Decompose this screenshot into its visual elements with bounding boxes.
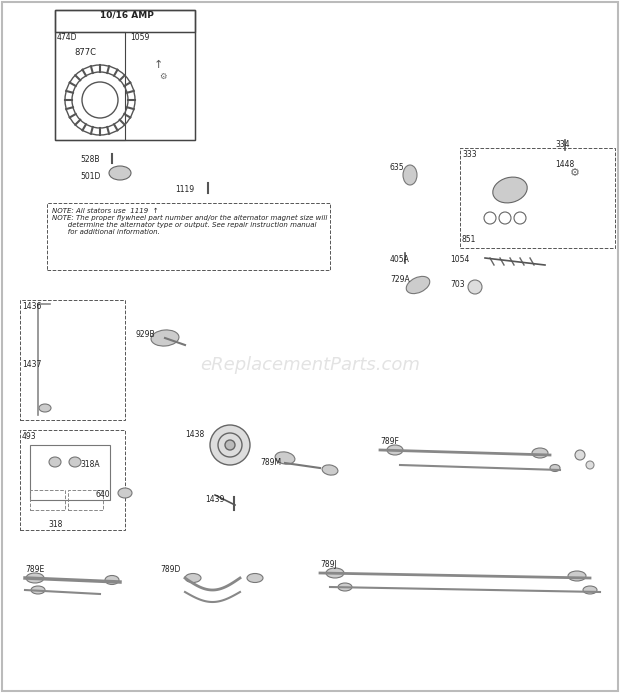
Bar (30, 490, 65, 510)
Text: 729A: 729A (390, 275, 410, 284)
Bar (55, 32, 125, 140)
Text: 789D: 789D (160, 565, 180, 574)
Bar (55, 10, 195, 140)
Ellipse shape (26, 573, 44, 583)
Ellipse shape (275, 452, 295, 464)
Ellipse shape (387, 445, 403, 455)
Text: 493: 493 (22, 432, 37, 441)
Text: 851: 851 (462, 235, 476, 244)
Ellipse shape (403, 165, 417, 185)
Text: 1436: 1436 (22, 302, 42, 311)
Text: 703: 703 (450, 280, 464, 289)
Text: ⚙: ⚙ (570, 168, 580, 178)
Text: 1448: 1448 (555, 160, 574, 169)
Text: 635: 635 (390, 163, 405, 172)
Ellipse shape (338, 583, 352, 591)
Text: 1438: 1438 (185, 430, 204, 439)
Bar (20, 300, 125, 420)
Bar (55, 10, 195, 32)
Circle shape (210, 425, 250, 465)
Bar (30, 445, 110, 500)
Ellipse shape (69, 457, 81, 467)
Ellipse shape (550, 464, 560, 471)
Circle shape (575, 450, 585, 460)
Text: 474D: 474D (57, 33, 78, 42)
Ellipse shape (39, 404, 51, 412)
Text: 1054: 1054 (450, 255, 469, 264)
Text: 318A: 318A (80, 460, 100, 469)
Text: 789J: 789J (320, 560, 337, 569)
Text: 334: 334 (555, 140, 570, 149)
Ellipse shape (322, 465, 338, 475)
Text: 877C: 877C (74, 48, 96, 57)
Text: 640: 640 (95, 490, 110, 499)
Text: 1119: 1119 (175, 185, 194, 194)
Bar (460, 148, 615, 248)
Ellipse shape (568, 571, 586, 581)
Circle shape (468, 280, 482, 294)
Text: 929B: 929B (135, 330, 154, 339)
Ellipse shape (185, 574, 201, 583)
Text: 528B: 528B (80, 155, 99, 164)
Bar (47, 203, 330, 270)
Ellipse shape (105, 575, 119, 584)
Text: 1439: 1439 (205, 495, 224, 504)
Ellipse shape (31, 586, 45, 594)
Text: 333: 333 (462, 150, 477, 159)
Text: 501D: 501D (80, 172, 100, 181)
Ellipse shape (109, 166, 131, 180)
Text: 789F: 789F (380, 437, 399, 446)
Bar (20, 430, 125, 530)
Text: 1059: 1059 (130, 33, 149, 42)
Text: ↑: ↑ (153, 60, 162, 70)
Ellipse shape (532, 448, 548, 458)
Ellipse shape (151, 330, 179, 346)
Ellipse shape (406, 277, 430, 294)
Bar (55, 32, 195, 140)
Text: eReplacementParts.com: eReplacementParts.com (200, 356, 420, 374)
Ellipse shape (493, 177, 527, 203)
Ellipse shape (49, 457, 61, 467)
Bar (68, 490, 103, 510)
Text: 318: 318 (48, 520, 63, 529)
Circle shape (586, 461, 594, 469)
Text: 10/16 AMP: 10/16 AMP (100, 11, 154, 20)
Text: 789M: 789M (260, 458, 281, 467)
Circle shape (225, 440, 235, 450)
Ellipse shape (118, 488, 132, 498)
Ellipse shape (583, 586, 597, 594)
Text: NOTE: All stators use  1119  ↑
NOTE: The proper flywheel part number and/or the : NOTE: All stators use 1119 ↑ NOTE: The p… (52, 208, 327, 235)
Text: ⚙: ⚙ (159, 72, 167, 81)
Text: 405A: 405A (390, 255, 410, 264)
Text: 789E: 789E (25, 565, 44, 574)
Ellipse shape (326, 568, 344, 578)
Text: 1437: 1437 (22, 360, 42, 369)
Ellipse shape (247, 574, 263, 583)
